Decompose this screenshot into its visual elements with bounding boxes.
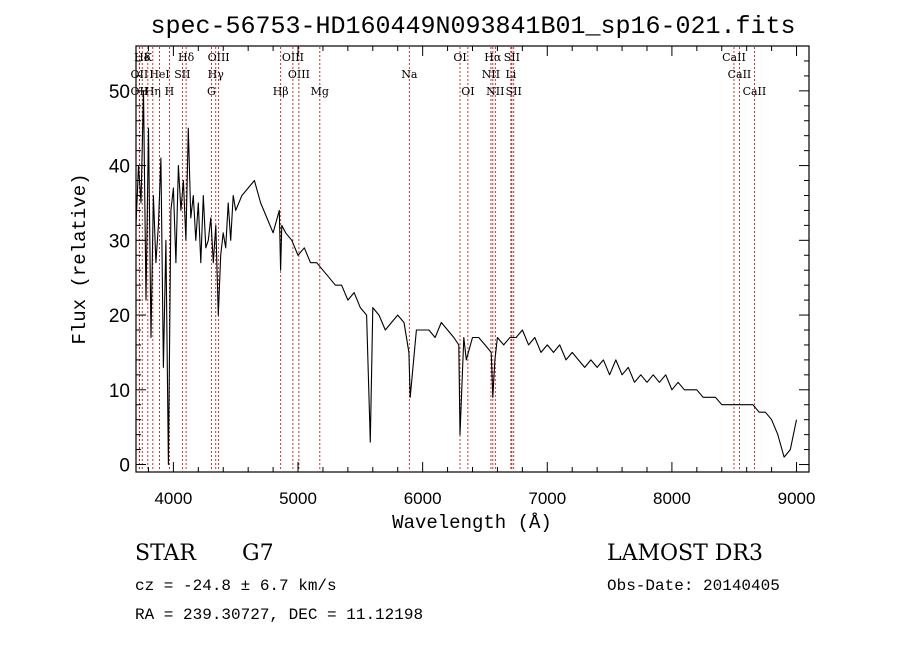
line-marker-label: OIII (208, 51, 230, 64)
chart-title: spec-56753-HD160449N093841B01_sp16-021.f… (150, 12, 795, 41)
line-marker-label: SII (174, 68, 190, 81)
x-tick-label: 8000 (653, 489, 691, 508)
object-class: STAR (135, 541, 197, 566)
line-marker-label: Na (401, 68, 418, 81)
y-tick-label: 30 (109, 231, 130, 252)
line-marker-label: Hδ (178, 51, 195, 64)
spectrum-series-line (135, 90, 798, 466)
line-marker-label: Hγ (208, 68, 225, 81)
line-marker-label: G (207, 85, 216, 98)
line-marker-label: H (165, 85, 175, 98)
y-tick-label: 40 (109, 157, 130, 178)
line-marker-label: OII (131, 68, 149, 81)
y-axis-ticks: 0 10 20 30 40 50 (109, 60, 809, 477)
line-marker-label: OIII (288, 68, 310, 81)
line-marker-label: SII (504, 51, 520, 64)
coordinates-readout: RA = 239.30727, DEC = 11.12198 (135, 606, 423, 624)
x-tick-label: 6000 (404, 489, 442, 508)
line-marker-label: Mg (311, 85, 329, 98)
line-marker-label: SII (506, 85, 522, 98)
line-marker-label: OI (461, 85, 474, 98)
line-marker-label: CaII (743, 85, 767, 98)
y-tick-label: 10 (109, 381, 130, 402)
line-marker-label: OIII (282, 51, 304, 64)
line-marker-label: CaII (728, 68, 752, 81)
object-subclass: G7 (242, 541, 274, 566)
x-tick-label: 4000 (154, 489, 192, 508)
line-marker-label: K (144, 51, 153, 64)
survey-name: LAMOST DR3 (607, 541, 763, 566)
line-marker-label: Hβ (273, 85, 289, 98)
y-tick-label: 50 (109, 82, 130, 103)
plot-frame (135, 45, 810, 473)
observation-date: Obs-Date: 20140405 (607, 577, 780, 595)
redshift-readout: cz = -24.8 ± 6.7 km/s (135, 577, 337, 595)
x-axis-ticks: 4000 5000 6000 7000 8000 9000 (147, 46, 816, 508)
line-marker-label: NII (482, 68, 500, 81)
line-marker-label: Li (505, 68, 516, 81)
x-axis-label: Wavelength (Å) (392, 512, 552, 534)
y-tick-label: 20 (109, 306, 130, 327)
y-axis-label: Flux (relative) (69, 173, 91, 344)
line-marker-label: OI (453, 51, 466, 64)
line-marker-label: NII (486, 85, 504, 98)
line-marker-label: Hα (484, 51, 502, 64)
y-tick-label: 0 (119, 456, 130, 477)
spectral-line-markers (138, 47, 755, 471)
x-tick-label: 9000 (778, 489, 816, 508)
x-tick-label: 7000 (528, 489, 566, 508)
line-marker-label: CaII (722, 51, 746, 64)
line-marker-label: HeI (149, 68, 169, 81)
line-marker-label: Hη (145, 85, 161, 98)
x-tick-label: 5000 (279, 489, 317, 508)
